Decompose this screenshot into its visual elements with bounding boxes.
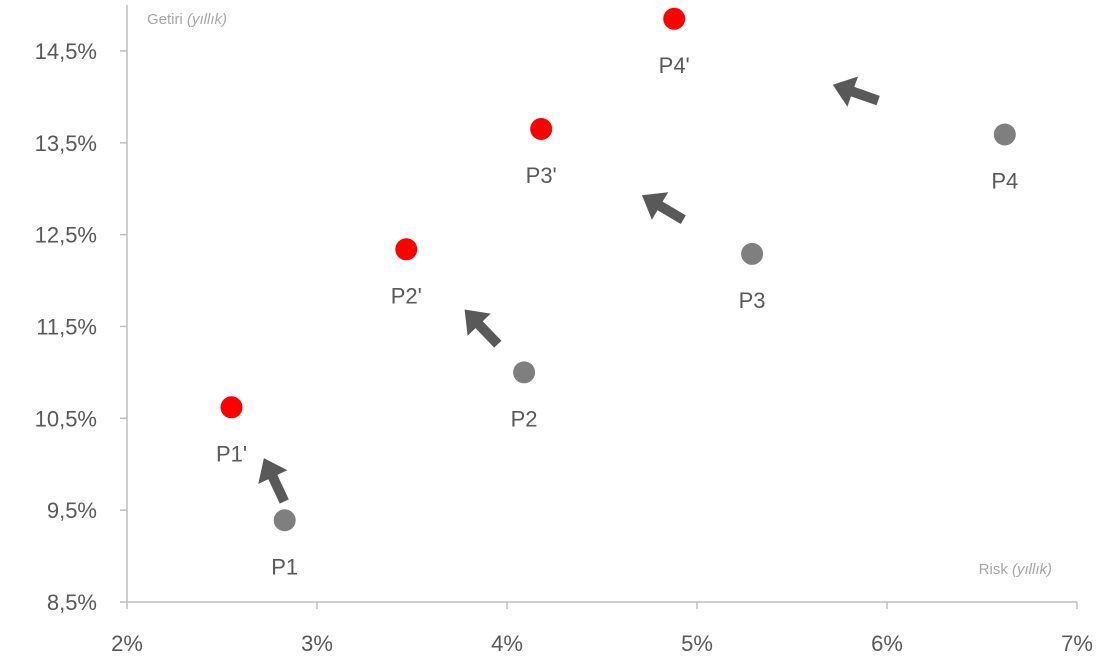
x-tick-label: 5% bbox=[681, 631, 713, 656]
y-tick-label: 14,5% bbox=[35, 39, 97, 64]
point-label-p2-prime: P2' bbox=[391, 283, 422, 308]
x-tick-label: 7% bbox=[1061, 631, 1093, 656]
y-tick-label: 11,5% bbox=[36, 314, 97, 339]
point-p1 bbox=[273, 509, 296, 532]
y-axis-title-unit: (yıllık) bbox=[187, 11, 227, 28]
x-axis-title: Risk (yıllık) bbox=[979, 561, 1052, 578]
x-tick-label: 6% bbox=[871, 631, 903, 656]
point-label-p4: P4 bbox=[991, 169, 1018, 194]
y-tick-label: 10,5% bbox=[35, 406, 97, 431]
x-axis-ticks: 2% 3% 4% 5% 6% 7% bbox=[111, 602, 1093, 656]
x-tick-label: 4% bbox=[491, 631, 523, 656]
point-label-p3-prime: P3' bbox=[526, 163, 557, 188]
x-tick-label: 2% bbox=[111, 631, 143, 656]
y-axis-title-text: Getiri bbox=[147, 11, 183, 28]
point-label-p2: P2 bbox=[511, 406, 538, 431]
y-tick-label: 8,5% bbox=[47, 590, 97, 615]
point-label-p3: P3 bbox=[739, 288, 766, 313]
shift-arrow-1 bbox=[258, 458, 289, 504]
y-axis-title: Getiri (yıllık) bbox=[147, 11, 227, 28]
point-p3 bbox=[741, 242, 764, 265]
point-p2 bbox=[513, 361, 536, 384]
x-axis-title-unit: (yıllık) bbox=[1012, 561, 1052, 578]
point-label-p1: P1 bbox=[271, 554, 298, 579]
shift-arrow-2 bbox=[464, 309, 502, 348]
point-p2-prime bbox=[395, 238, 418, 261]
shift-arrow-3 bbox=[642, 192, 686, 224]
point-p4-prime bbox=[663, 7, 686, 30]
point-p1-prime bbox=[220, 396, 243, 419]
y-tick-label: 12,5% bbox=[35, 223, 97, 248]
x-axis-title-text: Risk bbox=[979, 561, 1009, 578]
data-points: P1 P2 P3 P4 P1' P2' P3' P4' bbox=[216, 7, 1018, 579]
point-p4 bbox=[993, 123, 1016, 146]
point-p3-prime bbox=[530, 117, 553, 140]
y-axis-ticks: 8,5% 9,5% 10,5% 11,5% 12,5% 13,5% 14,5% bbox=[35, 39, 127, 615]
shift-arrows bbox=[258, 76, 880, 504]
y-tick-label: 9,5% bbox=[47, 498, 97, 523]
y-tick-label: 13,5% bbox=[35, 131, 97, 156]
point-label-p1-prime: P1' bbox=[216, 441, 247, 466]
axes bbox=[126, 5, 1077, 603]
point-label-p4-prime: P4' bbox=[659, 53, 690, 78]
shift-arrow-4 bbox=[832, 76, 880, 107]
x-tick-label: 3% bbox=[301, 631, 333, 656]
